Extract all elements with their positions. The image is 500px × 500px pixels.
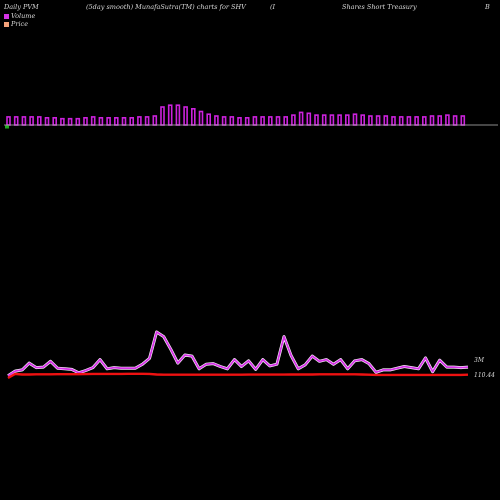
volume-bar [121,117,127,126]
volume-bar [306,112,312,126]
volume-bar [206,113,211,126]
volume-line [7,331,469,377]
volume-bar [98,117,104,126]
volume-bar [198,110,204,126]
volume-bar [167,104,173,126]
volume-value-label: 3M [474,357,484,364]
volume-bar [137,116,142,126]
volume-bar [152,115,158,126]
volume-bar [406,116,412,126]
volume-line-glow [7,330,469,377]
chart-title-right: Shares Short Treasury [342,3,417,11]
volume-bar [344,114,350,126]
volume-bar [191,108,196,126]
volume-bar [75,117,81,126]
volume-bar [329,114,335,126]
volume-bar [398,116,404,126]
volume-bar [267,116,273,126]
volume-bar [252,116,258,126]
volume-bar [221,116,227,126]
volume-bar [229,116,235,126]
volume-bar [52,117,58,126]
chart-title-far-right: B [485,3,490,11]
chart-title-left: Daily PVM [4,3,39,11]
volume-bar [90,116,96,126]
volume-bar [298,111,304,126]
volume-bar [183,106,188,126]
volume-bar [452,115,458,126]
price-value-label: 110.44 [474,372,495,379]
volume-bar [83,117,88,126]
volume-bar [337,114,342,126]
volume-bar [36,116,42,126]
volume-bar [291,114,296,126]
volume-bar [445,114,450,126]
legend-volume-label: Volume [11,12,36,20]
volume-bar [214,115,219,126]
volume-bar [414,116,419,126]
volume-bar [144,116,150,126]
volume-bar [244,117,250,126]
chart-title-bracket: (I [270,3,276,11]
volume-bar [375,115,381,126]
legend-price: Price [4,20,28,28]
volume-bar [67,117,73,126]
volume-bar [352,113,358,126]
volume-bar [368,115,373,126]
volume-bar [21,116,27,126]
volume-bar [260,116,265,126]
volume-bar [391,116,396,126]
volume-bar [29,116,34,126]
volume-bar [175,104,181,126]
volume-bar-down [5,125,9,129]
volume-bar [13,116,19,126]
volume-bar [314,114,319,126]
volume-bar [360,114,366,126]
volume-bar [160,106,165,126]
volume-bar [421,116,427,126]
volume-bar [60,117,65,126]
chart-title-middle: (5day smooth) MunafaSutra(TM) charts for… [86,3,246,11]
volume-bar [383,115,389,126]
volume-bar [275,116,281,126]
volume-bar [129,117,134,126]
series-lines [7,330,469,380]
legend-price-swatch [4,21,9,27]
volume-bar [6,116,11,126]
volume-bar [321,114,327,126]
price-line [7,372,469,380]
volume-bar [429,115,435,126]
volume-bar [283,116,289,126]
volume-bar [106,117,111,126]
volume-bar [237,117,242,126]
legend-volume-swatch [4,13,9,19]
legend-price-label: Price [11,20,29,28]
volume-bar [44,117,50,126]
volume-bar [460,115,466,126]
volume-bar [114,117,119,126]
volume-bar [437,115,443,126]
legend-volume: Volume [4,12,35,20]
